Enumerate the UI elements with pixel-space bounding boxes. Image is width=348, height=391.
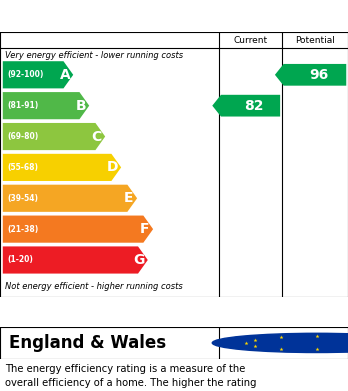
Text: England & Wales: England & Wales: [9, 334, 166, 352]
Text: (92-100): (92-100): [7, 70, 44, 79]
Text: A: A: [60, 68, 70, 82]
Text: 82: 82: [244, 99, 264, 113]
Text: Current: Current: [234, 36, 268, 45]
Text: Not energy efficient - higher running costs: Not energy efficient - higher running co…: [5, 282, 183, 291]
Text: (39-54): (39-54): [7, 194, 38, 203]
Polygon shape: [275, 64, 346, 86]
Text: Very energy efficient - lower running costs: Very energy efficient - lower running co…: [5, 51, 183, 60]
Circle shape: [212, 333, 348, 353]
Text: EU Directive: EU Directive: [251, 335, 307, 344]
Text: Energy Efficiency Rating: Energy Efficiency Rating: [9, 9, 219, 23]
Text: The energy efficiency rating is a measure of the
overall efficiency of a home. T: The energy efficiency rating is a measur…: [5, 364, 257, 391]
Text: (55-68): (55-68): [7, 163, 38, 172]
Polygon shape: [3, 92, 89, 119]
Polygon shape: [3, 185, 137, 212]
Polygon shape: [3, 246, 148, 274]
Text: G: G: [134, 253, 145, 267]
Text: C: C: [92, 129, 102, 143]
Polygon shape: [3, 215, 153, 243]
Text: (1-20): (1-20): [7, 255, 33, 264]
Text: E: E: [124, 191, 134, 205]
Text: 2002/91/EC: 2002/91/EC: [251, 343, 303, 352]
Text: (69-80): (69-80): [7, 132, 38, 141]
Text: B: B: [76, 99, 86, 113]
Text: F: F: [140, 222, 150, 236]
Polygon shape: [3, 123, 105, 150]
Polygon shape: [212, 95, 280, 117]
Polygon shape: [3, 61, 73, 88]
Text: Potential: Potential: [295, 36, 335, 45]
Text: (81-91): (81-91): [7, 101, 38, 110]
Text: D: D: [107, 160, 119, 174]
Text: 96: 96: [309, 68, 328, 82]
Polygon shape: [3, 154, 121, 181]
Text: (21-38): (21-38): [7, 224, 38, 234]
